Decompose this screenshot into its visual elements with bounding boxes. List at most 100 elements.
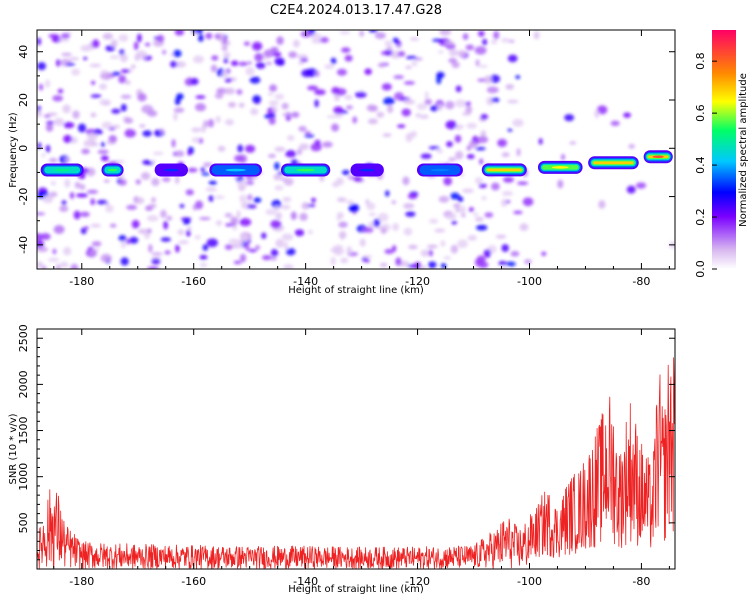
- spectrogram-blob: [232, 226, 238, 231]
- spectrogram-blob: [301, 69, 313, 78]
- spectrogram-blob: [195, 95, 206, 99]
- spectrogram-blob: [304, 134, 315, 138]
- spectrogram-blob: [194, 200, 204, 210]
- spectrogram-blob: [368, 212, 377, 216]
- spectrogram-blob: [457, 196, 464, 203]
- spectrogram-blob: [507, 128, 513, 132]
- spectrogram-blob: [281, 233, 294, 241]
- spectrogram-blob: [436, 148, 444, 154]
- spectrogram-blob: [466, 154, 475, 159]
- spectrogram-blob: [90, 94, 102, 98]
- spectrogram-blob: [142, 130, 152, 137]
- spectrogram-blob: [484, 212, 494, 218]
- spectrogram-blob: [280, 204, 291, 210]
- spectrogram-blob: [468, 207, 475, 212]
- spectrogram-blob: [174, 175, 180, 185]
- spectrogram-blob: [341, 47, 351, 53]
- spectrogram-blob: [208, 195, 214, 202]
- spectrogram-blob: [373, 218, 381, 228]
- spectrogram-blob: [500, 38, 510, 43]
- spectrogram-blob: [173, 49, 182, 58]
- spectrogram-blob: [466, 122, 477, 129]
- spectrogram-blob: [274, 212, 283, 220]
- spectrogram-blob: [287, 135, 295, 141]
- spectrogram-blob: [479, 158, 484, 165]
- spectrogram-blob: [118, 179, 127, 186]
- spectrogram-blob: [411, 60, 418, 67]
- spectrogram-blob: [334, 94, 340, 102]
- spectrogram-blob: [135, 179, 141, 185]
- spectrogram-blob: [497, 138, 508, 148]
- snr-y-tick-label: 2500: [17, 324, 30, 352]
- spectrogram-blob: [274, 162, 280, 170]
- spectrogram-blob: [100, 71, 112, 81]
- spectrogram-y-tick-label: 0: [17, 145, 30, 152]
- spectrogram-blob: [359, 30, 364, 37]
- spectrogram-blob: [477, 78, 486, 82]
- spectrogram-blob: [194, 103, 207, 112]
- spectrogram-blob: [288, 51, 298, 59]
- spectrogram-blob: [336, 212, 344, 219]
- spectrogram-blob: [407, 193, 418, 200]
- spectrogram-blob: [446, 141, 453, 148]
- spectrogram-blob: [290, 111, 300, 118]
- spectrogram-blob: [237, 144, 244, 153]
- spectrogram-blob: [208, 180, 217, 186]
- spectrogram-blob: [140, 172, 151, 180]
- colorbar-ticks: 0.0 0.2 0.4 0.6 0.8: [694, 52, 717, 278]
- spectrogram-blob: [465, 44, 475, 51]
- spectrogram-blob: [444, 40, 455, 46]
- spectrogram-blob: [61, 52, 72, 57]
- snr-x-tick-label: -120: [405, 575, 430, 588]
- spectrogram-blob: [453, 203, 461, 208]
- spectrogram-blob: [403, 99, 416, 105]
- spectrogram-blob: [236, 210, 241, 219]
- spectrogram-blob: [281, 112, 294, 117]
- spectrogram-blob: [507, 54, 518, 63]
- spectrogram-blob: [250, 108, 259, 116]
- spectrogram-blob: [386, 45, 393, 51]
- spectrogram-blob: [424, 91, 429, 100]
- spectrogram-blob: [348, 203, 360, 213]
- spectrogram-blob: [210, 64, 218, 73]
- spectrogram-blob: [166, 215, 173, 221]
- spectrogram-blob: [448, 49, 459, 57]
- spectrogram-blob: [130, 64, 136, 69]
- spectrogram-blob: [179, 203, 185, 209]
- spectrogram-blob: [272, 220, 279, 227]
- spectrogram-ridge-peak: [225, 168, 246, 172]
- spectrogram-blob: [135, 197, 145, 205]
- spectrogram-blob: [206, 238, 218, 248]
- spectrogram-blob: [420, 264, 427, 269]
- spectrogram-blob: [403, 81, 416, 85]
- spectrogram-blob: [462, 33, 469, 41]
- spectrogram-blob: [533, 31, 540, 40]
- spectrogram-blob: [37, 142, 42, 150]
- spectrogram-blob: [315, 70, 320, 77]
- spectrogram-blob: [512, 118, 524, 127]
- spectrogram-blob: [173, 112, 178, 121]
- spectrogram-blob: [225, 223, 234, 227]
- spectrogram-blob: [292, 39, 300, 48]
- spectrogram-blob: [440, 263, 447, 269]
- spectrogram-blob: [628, 144, 635, 149]
- spectrogram-blob: [152, 151, 164, 155]
- spectrogram-blob: [478, 30, 485, 37]
- spectrogram-blob: [45, 144, 51, 153]
- spectrogram-blob: [344, 54, 353, 62]
- spectrogram-blob: [331, 123, 340, 132]
- spectrogram-blob: [79, 211, 90, 218]
- spectrogram-blob: [405, 55, 418, 60]
- spectrogram-blob: [310, 143, 322, 152]
- spectrogram-blob: [224, 244, 233, 251]
- spectrogram-blob: [81, 148, 90, 155]
- spectrogram-blob: [69, 57, 80, 61]
- spectrogram-blob: [541, 251, 547, 256]
- spectrogram-blob: [52, 95, 64, 102]
- spectrogram-blob: [436, 75, 442, 85]
- spectrogram-blob: [314, 99, 319, 108]
- spectrogram-blob: [62, 104, 71, 114]
- spectrogram-blob: [270, 248, 279, 257]
- spectrogram-blob: [474, 216, 484, 222]
- spectrogram-blob: [59, 205, 69, 212]
